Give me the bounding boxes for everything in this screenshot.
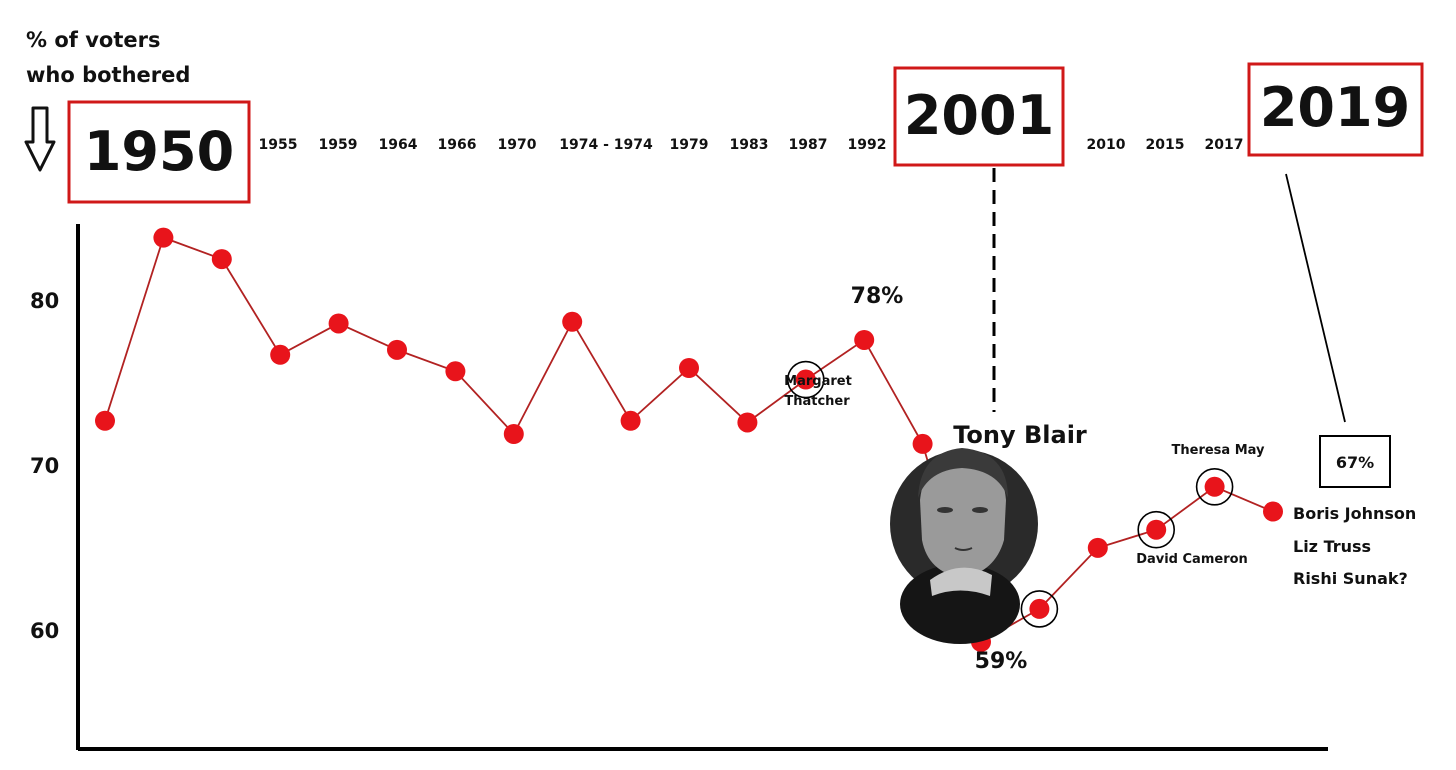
pm-label-truss: Liz Truss: [1293, 537, 1371, 556]
highlight-year-label: 1950: [84, 120, 234, 183]
data-point: [912, 433, 933, 454]
highlight-year-1950: 1950: [67, 100, 251, 204]
last-value-label: 67%: [1336, 453, 1374, 472]
down-arrow-icon: [24, 106, 56, 172]
data-point: [1087, 537, 1108, 558]
tony-blair-portrait: [890, 448, 1038, 644]
x-tick-label: 1983: [730, 137, 769, 153]
x-tick-label: 1987: [789, 137, 828, 153]
highlight-box: [67, 100, 251, 204]
x-tick-label: 1992: [848, 137, 887, 153]
data-point: [503, 424, 524, 444]
x-tick-label: 1966: [438, 137, 477, 153]
data-point: [1263, 501, 1283, 522]
x-tick-label: 2015: [1146, 137, 1185, 153]
y-axis-label-line-2: who bothered: [26, 63, 190, 87]
x-tick-label: 2017: [1205, 137, 1244, 153]
pm-label-johnson: Boris Johnson: [1293, 504, 1416, 523]
highlight-year-2001: 2001: [893, 66, 1065, 167]
x-tick-label: 1955: [259, 137, 298, 153]
data-point: [679, 358, 699, 378]
highlight-box: [893, 66, 1065, 167]
data-point: [562, 311, 583, 332]
data-point: [620, 410, 641, 431]
highlight-circle: [1020, 590, 1059, 628]
data-point: [1146, 519, 1167, 540]
data-point: [270, 344, 291, 365]
highlight-year-label: 2019: [1260, 76, 1410, 139]
peak-label: 78%: [851, 284, 904, 309]
x-tick-label: 1979: [670, 137, 709, 153]
data-point: [328, 313, 349, 334]
y-tick-label: 80: [30, 289, 59, 313]
data-point: [1029, 598, 1050, 619]
x-tick-label: 2010: [1087, 137, 1126, 153]
thatcher-label-line-1: Margaret: [784, 374, 852, 389]
x-tick-label: 1964: [379, 137, 418, 153]
highlight-circles: [786, 360, 1234, 628]
data-point: [95, 410, 115, 431]
thatcher-label-line-2: Thatcher: [784, 394, 850, 409]
connector-2019: [1285, 173, 1346, 423]
data-point: [737, 412, 758, 433]
x-tick-label: 1959: [319, 137, 358, 153]
y-tick-label: 60: [30, 619, 59, 643]
x-tick-labels: 1955 1959 1964 1966 1970 1974 - 1974 1979 1983 1…: [259, 137, 1244, 153]
y-tick-label: 70: [30, 454, 59, 478]
y-axis-label-line-1: % of voters: [26, 28, 160, 52]
data-point: [795, 369, 816, 390]
data-point: [387, 339, 407, 360]
series-line: [104, 236, 1274, 644]
x-tick-label: 1970: [498, 137, 537, 153]
highlight-circle: [786, 360, 825, 399]
data-point: [1204, 476, 1225, 497]
blair-label: Tony Blair: [953, 421, 1087, 449]
data-points: [95, 227, 1283, 652]
highlight-year-label: 2001: [904, 84, 1054, 147]
may-label: Theresa May: [1172, 443, 1266, 458]
highlight-circle: [1195, 467, 1234, 506]
data-point: [445, 361, 466, 382]
low-label: 59%: [975, 649, 1028, 674]
pm-label-sunak: Rishi Sunak?: [1293, 569, 1408, 588]
data-point: [211, 249, 232, 270]
cameron-label: David Cameron: [1136, 552, 1248, 567]
highlight-circle: [1137, 510, 1175, 549]
highlight-box: [1247, 62, 1424, 157]
data-point: [153, 227, 174, 248]
highlight-year-2019: 2019: [1247, 62, 1424, 157]
x-tick-label: 1974 - 1974: [559, 137, 653, 153]
data-point: [854, 329, 875, 350]
last-value-box: [1319, 435, 1391, 488]
